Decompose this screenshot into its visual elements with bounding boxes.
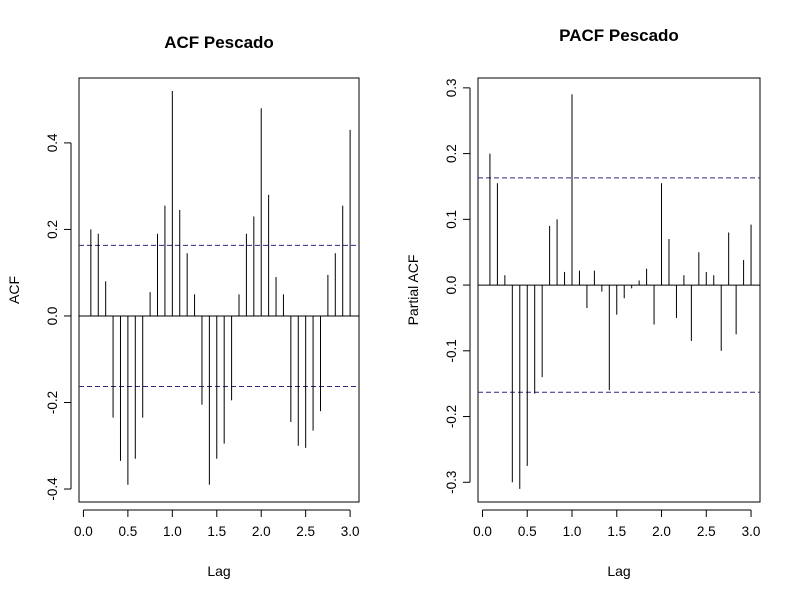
x-tick-label: 0.0 (74, 524, 93, 539)
x-tick-label: 1.0 (163, 524, 182, 539)
y-tick-label: -0.2 (45, 391, 60, 414)
plot-frame (477, 77, 761, 503)
x-axis-label: Lag (207, 563, 230, 579)
y-tick-label: -0.3 (444, 471, 459, 494)
y-tick-label: 0.0 (45, 307, 60, 326)
x-tick-label: 0.0 (473, 524, 492, 539)
y-tick-label: -0.1 (444, 339, 459, 362)
x-tick-label: 0.5 (518, 524, 537, 539)
x-tick-label: 2.0 (652, 524, 671, 539)
y-tick-label: 0.2 (45, 220, 60, 239)
y-tick-label: 0.3 (444, 78, 459, 97)
x-tick-label: 1.5 (607, 524, 626, 539)
y-axis-label: ACF (6, 276, 22, 304)
x-tick-label: 3.0 (742, 524, 761, 539)
x-tick-label: 2.0 (252, 524, 271, 539)
chart-title: ACF Pescado (164, 33, 274, 52)
x-tick-label: 3.0 (341, 524, 360, 539)
y-tick-label: 0.1 (444, 210, 459, 229)
y-tick-label: -0.4 (45, 477, 60, 501)
y-tick-label: 0.0 (444, 276, 459, 295)
y-tick-label: -0.2 (444, 405, 459, 428)
x-tick-label: 1.0 (563, 524, 582, 539)
plot-frame (78, 77, 360, 503)
x-axis-label: Lag (607, 563, 630, 579)
x-tick-label: 2.5 (296, 524, 315, 539)
y-axis-label: Partial ACF (405, 255, 421, 326)
x-tick-label: 0.5 (118, 524, 137, 539)
y-tick-label: 0.4 (45, 133, 60, 152)
x-tick-label: 2.5 (697, 524, 716, 539)
chart-title: PACF Pescado (559, 26, 679, 45)
y-tick-label: 0.2 (444, 144, 459, 163)
x-tick-label: 1.5 (207, 524, 226, 539)
